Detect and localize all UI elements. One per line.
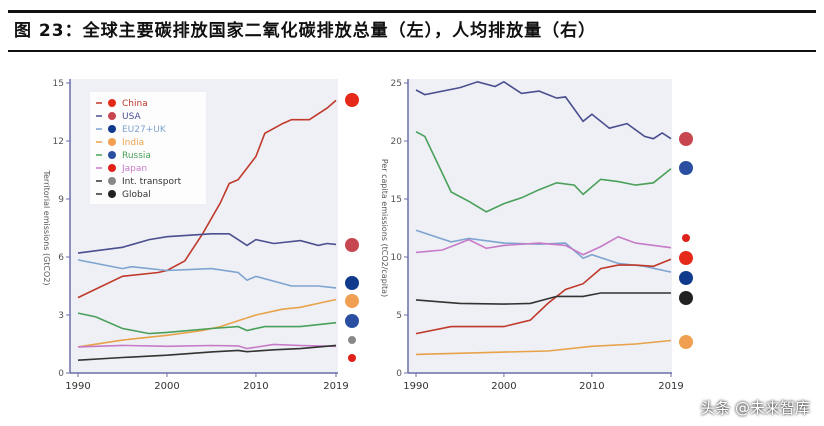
y-tick-label: 3 — [58, 311, 64, 321]
y-tick-label: 0 — [58, 369, 64, 379]
legend-flag-icon — [108, 164, 116, 172]
bottom-rule — [8, 50, 816, 52]
legend-label: Japan — [121, 164, 147, 174]
chart-left: 0 3 6 9 12 15 1990 2000 2010 2019 Territorial emis… — [42, 79, 359, 392]
flag-icon-usa — [679, 132, 693, 146]
flag-icon-japan — [682, 234, 690, 242]
flag-icon-china — [679, 251, 693, 265]
legend-flag-icon — [108, 151, 116, 159]
flag-icon-usa — [345, 238, 359, 252]
legend-flag-icon — [108, 99, 116, 107]
series-line-usa — [77, 233, 337, 254]
legend-flag-icon — [108, 125, 116, 133]
y-tick-label: 15 — [53, 79, 64, 89]
y-axis-label: Territorial emissions (GtCO2) — [42, 169, 51, 285]
flag-icon-india — [679, 335, 693, 349]
legend-flag-icon — [108, 112, 116, 120]
y-tick-label: 15 — [391, 195, 402, 205]
x-tick-label: 2019 — [658, 381, 683, 392]
legend-label: Russia — [122, 151, 151, 161]
x-tick-label: 1990 — [403, 381, 428, 392]
series-line-india — [415, 339, 672, 356]
y-tick-label: 5 — [396, 311, 402, 321]
x-tick-label: 2010 — [243, 381, 268, 392]
series-line-eu27-uk — [77, 259, 337, 289]
legend-label: Global — [122, 190, 151, 200]
y-tick-label: 25 — [391, 79, 402, 89]
legend-box — [90, 92, 206, 204]
flag-icon-eu27-uk — [345, 276, 359, 290]
series-line-india — [77, 298, 337, 348]
legend-label: EU27+UK — [122, 125, 167, 135]
series-line-china — [77, 99, 337, 299]
x-tick-label: 2019 — [323, 381, 348, 392]
x-tick-label: 2010 — [579, 381, 604, 392]
series-line-int-transport — [77, 344, 337, 361]
series-line-japan — [77, 343, 337, 350]
x-tick-label: 2000 — [154, 381, 179, 392]
legend-label: India — [122, 138, 144, 148]
flag-icon-india — [345, 294, 359, 308]
legend-label: USA — [122, 112, 141, 122]
watermark: 头条 @未来智库 — [700, 399, 810, 417]
x-tick-label: 1990 — [65, 381, 90, 392]
flag-icon-japan — [348, 354, 356, 362]
flag-icon-russia — [679, 161, 693, 175]
series-line-china — [415, 258, 672, 335]
plot-background — [408, 79, 672, 373]
flag-icon-global — [679, 291, 693, 305]
legend-flag-icon — [108, 190, 116, 198]
series-line-global — [415, 292, 671, 305]
flag-icon-china — [345, 93, 359, 107]
series-line-russia — [415, 130, 672, 213]
y-tick-label: 12 — [53, 137, 64, 147]
flag-icon-int-transport — [348, 336, 356, 344]
y-tick-label: 10 — [391, 253, 403, 263]
legend-flag-icon — [108, 138, 116, 146]
chart-right: 0 5 10 15 20 25 1990 2000 2010 2019 Per capita emi… — [380, 79, 693, 392]
flag-icon-eu27-uk — [679, 271, 693, 285]
figure-title: 图 23：全球主要碳排放国家二氧化碳排放总量（左），人均排放量（右） — [14, 21, 597, 41]
series-line-usa — [415, 80, 672, 140]
y-axis-label: Per capita emissions (tCO2/capita) — [380, 159, 389, 297]
y-tick-label: 0 — [396, 369, 402, 379]
legend-label: China — [122, 99, 148, 109]
y-tick-label: 20 — [391, 137, 403, 147]
legend-label: Int. transport — [122, 177, 182, 187]
y-tick-label: 9 — [58, 195, 64, 205]
top-rule — [8, 10, 816, 13]
series-line-russia — [77, 312, 337, 335]
legend-flag-icon — [108, 177, 116, 185]
flag-icon-russia — [345, 314, 359, 328]
y-tick-label: 6 — [58, 253, 64, 263]
legend: China USA EU27+UK India Russia Japan Int. tran… — [90, 92, 206, 204]
series-line-japan — [415, 235, 672, 256]
x-tick-label: 2000 — [491, 381, 516, 392]
